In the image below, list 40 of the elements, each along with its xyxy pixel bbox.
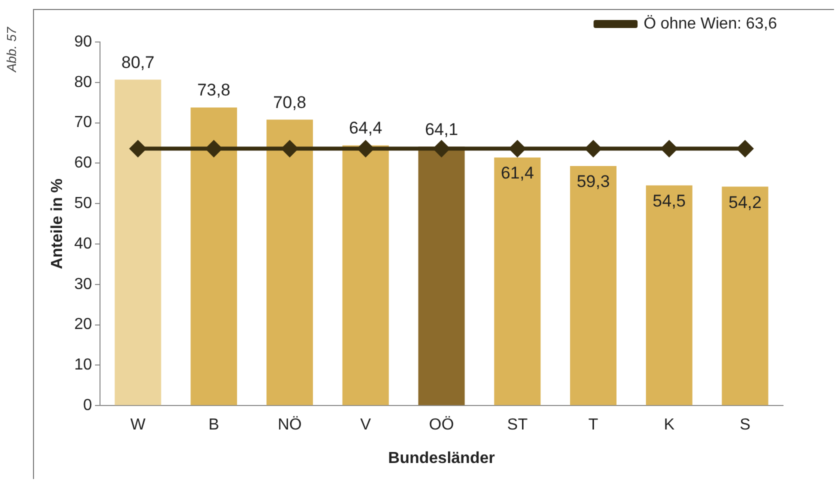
data-label: 70,8 [273,92,306,112]
data-label: 54,2 [728,192,762,212]
x-tick-label: W [130,416,146,434]
y-tick-label: 70 [74,114,92,132]
x-tick-label: K [664,416,675,434]
y-tick-label: 80 [74,74,92,91]
y-tick-label: 0 [83,397,92,414]
y-tick-label: 30 [74,276,92,293]
caption: Abb. 57 [4,27,19,72]
y-tick-label: 20 [74,316,92,334]
data-label: 73,8 [197,80,230,100]
x-tick-label: NÖ [278,416,302,434]
data-label: 64,4 [349,118,382,138]
bar [266,120,313,406]
y-tick-label: 50 [74,195,92,212]
data-label: 54,5 [652,192,686,211]
bar [190,107,238,406]
bar [342,145,389,406]
x-tick-label: T [588,416,598,434]
y-tick-label: 40 [74,235,92,252]
data-label: 59,3 [576,172,610,192]
bar [570,166,616,406]
bar [646,185,692,406]
y-tick-label: 60 [74,154,92,172]
data-label: 64,1 [424,120,458,139]
data-label: 80,7 [121,52,154,72]
data-label: 61,4 [500,164,534,183]
y-tick-label: 10 [74,356,92,374]
x-tick-label: B [208,416,220,434]
bar [494,158,541,406]
bar [722,186,768,406]
y-tick-label: 90 [74,33,92,50]
legend-label: Ö ohne Wien: 63,6 [644,14,778,32]
y-axis-title: Anteile in % [49,178,66,270]
x-tick-label: V [360,416,372,434]
x-tick-label: ST [507,416,528,434]
x-tick-label: OÖ [429,416,454,434]
bar [114,80,162,406]
x-tick-label: S [740,416,750,434]
x-axis-title: Bundesländer [388,450,495,467]
